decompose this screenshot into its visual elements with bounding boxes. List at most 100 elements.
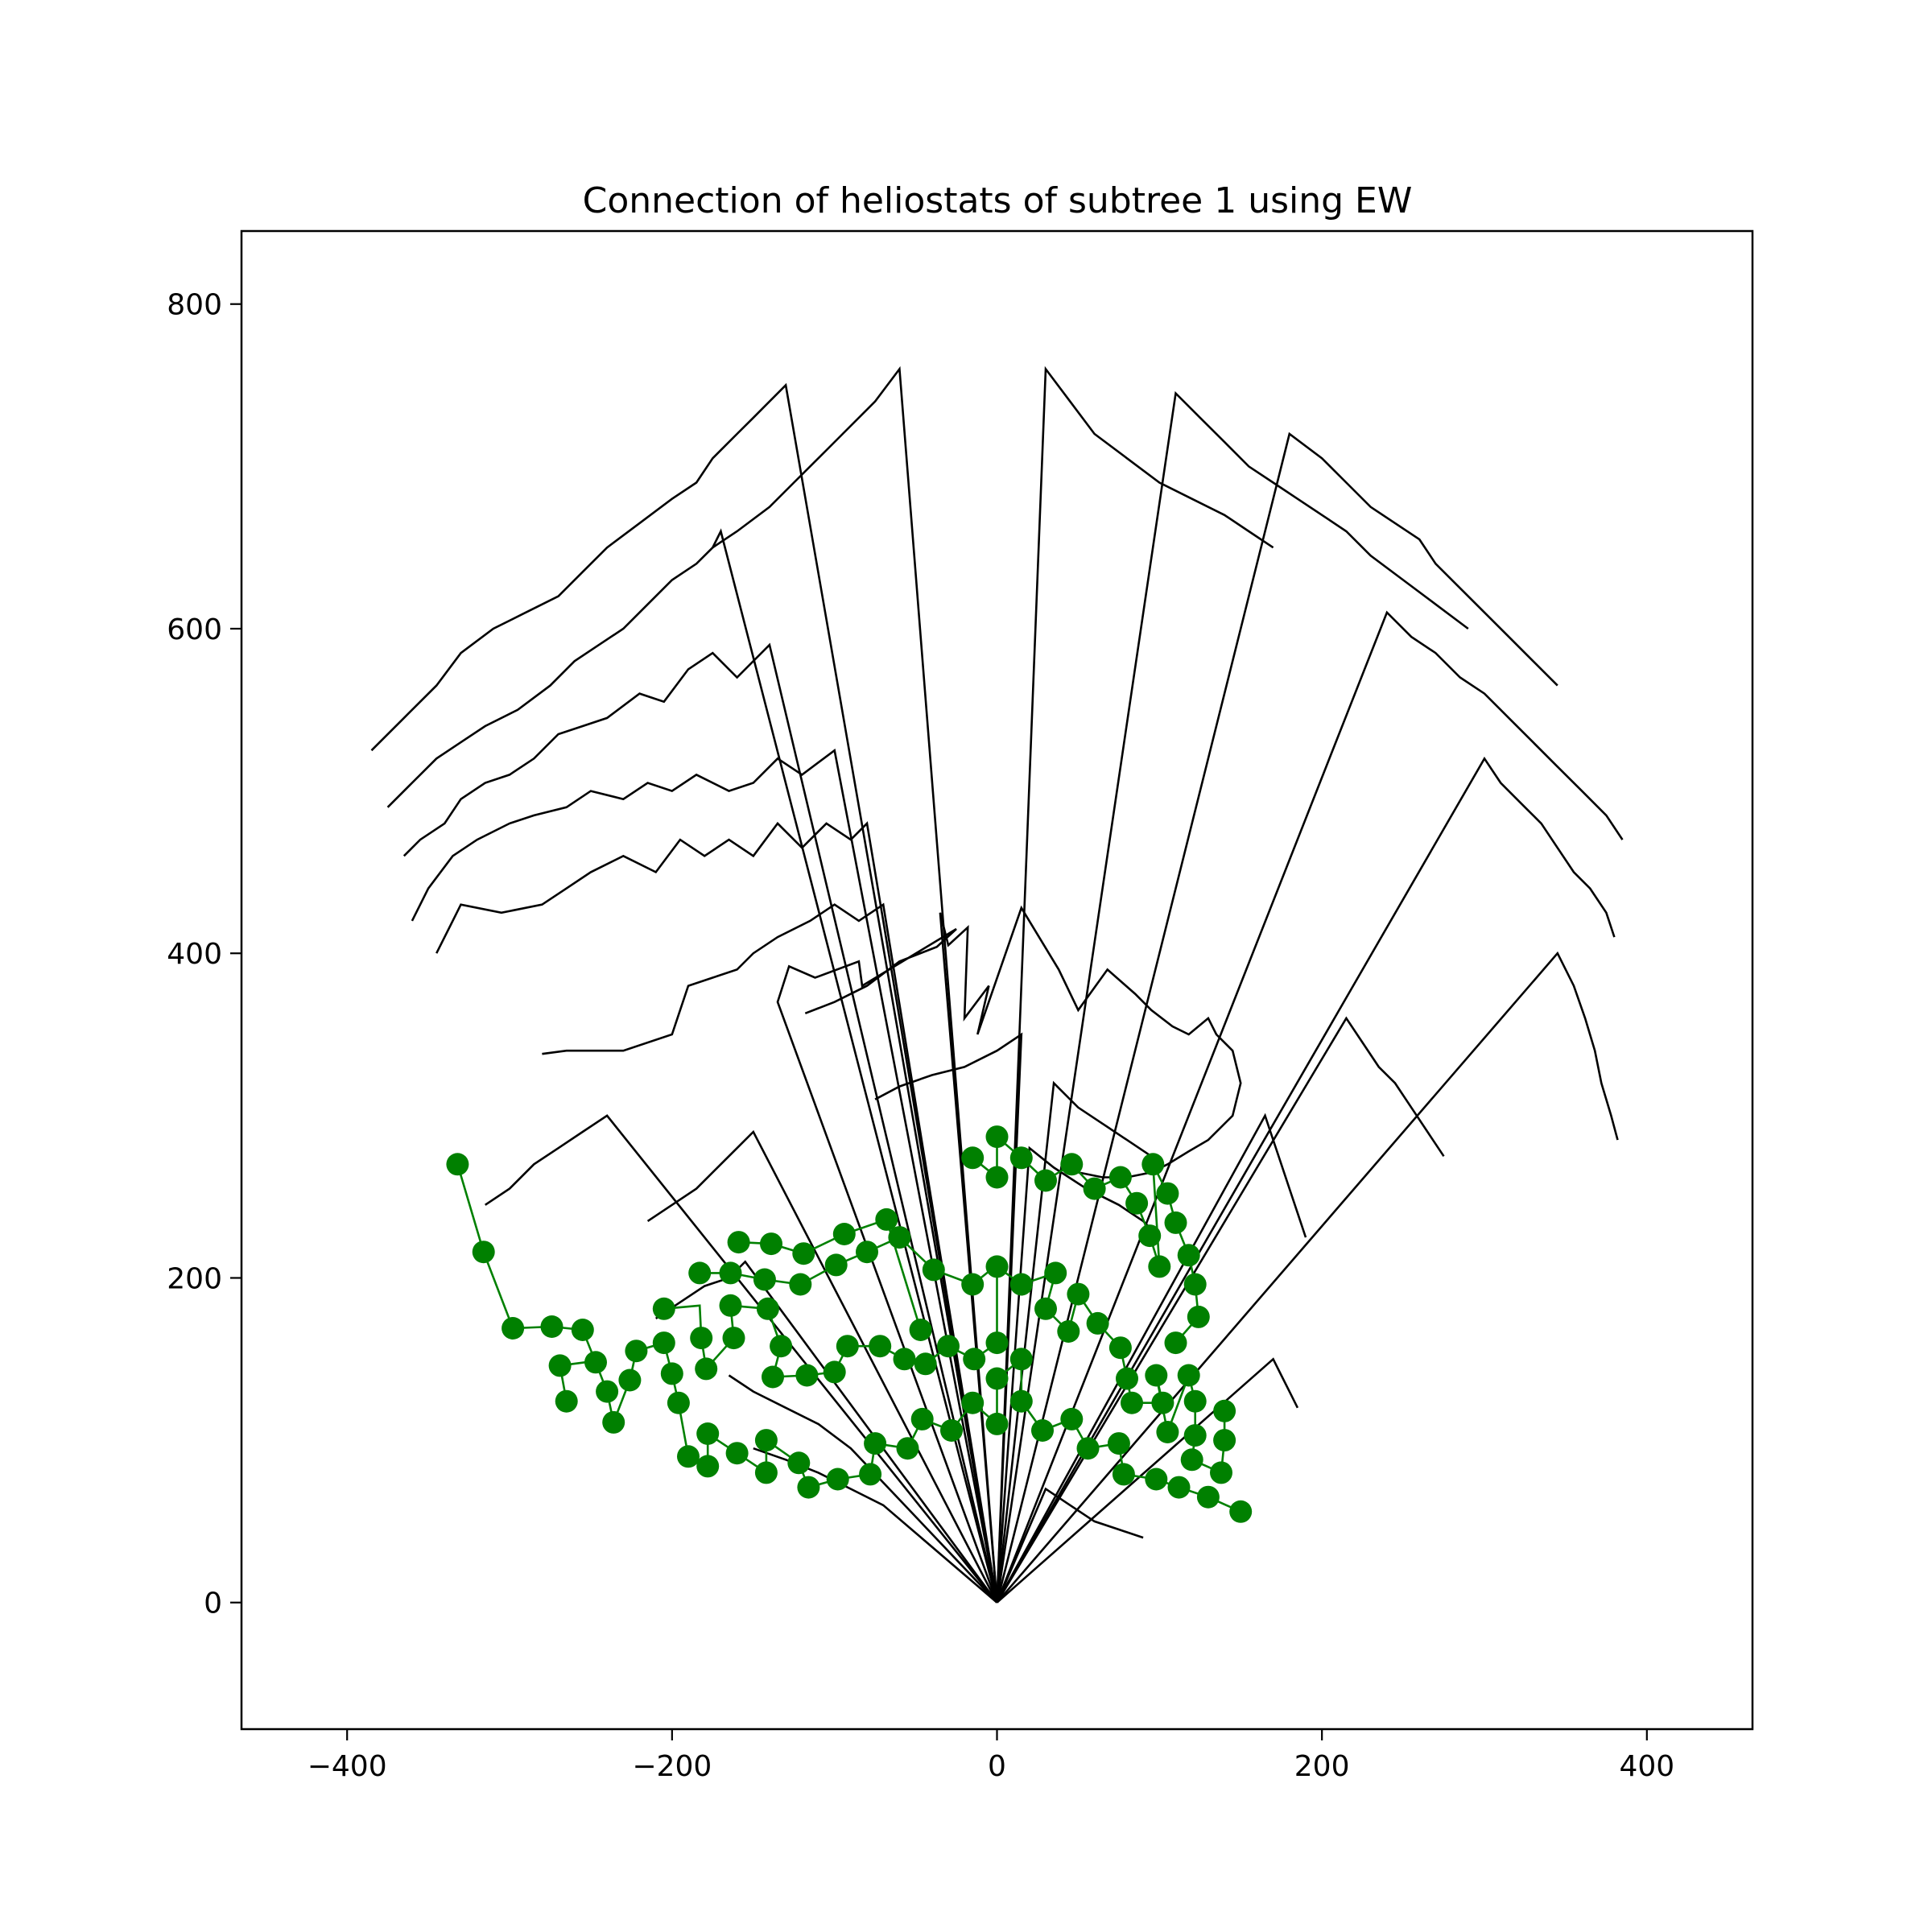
x-tick-label-1: −200 [632,1750,712,1783]
subtree-point-84 [1108,1166,1132,1189]
subtree-point-31 [760,1232,782,1256]
subtree-point-48 [875,1208,898,1231]
subtree-point-95 [1151,1391,1174,1414]
subtree-point-96 [1156,1182,1179,1205]
subtree-point-6 [555,1389,578,1413]
subtree-point-49 [888,1226,911,1249]
subtree-point-58 [961,1146,985,1170]
subtree-point-88 [1121,1391,1143,1414]
network-path-10 [996,365,1274,1603]
subtree-point-12 [652,1297,675,1320]
subtree-point-41 [826,1468,849,1491]
subtree-point-76 [1057,1320,1080,1343]
network-path-7 [386,528,998,1604]
subtree-point-0 [446,1153,469,1176]
subtree-point-104 [1183,1389,1207,1413]
subtree-point-36 [792,1242,815,1265]
network-path-14 [996,756,1616,1604]
subtree-point-25 [727,1231,750,1254]
subtree-point-14 [660,1362,683,1385]
subtree-point-27 [754,1461,778,1484]
subtree-point-112 [1229,1500,1253,1523]
subtree-point-111 [1213,1399,1236,1422]
x-tick-label-3: 200 [1294,1750,1350,1783]
subtree-point-50 [896,1437,919,1460]
subtree-point-3 [540,1315,564,1338]
subtree-point-39 [823,1360,846,1384]
subtree-point-91 [1141,1153,1165,1176]
subtree-point-97 [1156,1421,1179,1443]
y-tick-label-2: 400 [167,938,222,971]
subtree-point-83 [1107,1432,1130,1455]
subtree-point-16 [677,1445,700,1468]
subtree-point-37 [789,1273,812,1296]
network-lines [370,365,1624,1604]
subtree-point-10 [618,1368,642,1392]
subtree-point-78 [1060,1153,1084,1176]
subtree-point-54 [914,1352,937,1376]
subtree-point-20 [690,1327,713,1350]
subtree-point-23 [722,1327,745,1350]
subtree-point-13 [652,1331,675,1355]
subtree-point-38 [795,1364,819,1387]
y-tick-label-1: 200 [167,1262,222,1295]
subtree-point-30 [756,1297,779,1320]
subtree-point-56 [937,1335,960,1358]
network-path-4 [436,821,998,1603]
network-path-19 [996,1113,1307,1604]
subtree-point-8 [596,1380,619,1403]
subtree-point-43 [836,1335,859,1358]
subtree-point-74 [1034,1297,1057,1320]
subtree-point-72 [1031,1419,1054,1442]
network-path-3 [542,902,998,1603]
subtree-path-3 [700,1236,998,1286]
network-path-5 [411,748,998,1603]
network-path-6 [402,642,998,1604]
network-path-0 [776,927,998,1604]
subtree-point-4 [571,1319,594,1341]
subtree-point-9 [602,1410,625,1434]
subtree-point-15 [667,1391,690,1414]
network-path-8 [370,382,998,1603]
subtree-point-42 [832,1223,856,1245]
network-path-1 [939,905,1242,1603]
network-path-12 [996,431,1558,1604]
subtree-point-51 [893,1348,916,1371]
subtree-point-89 [1125,1191,1149,1215]
subtree-point-52 [909,1319,932,1341]
subtree-point-45 [859,1463,882,1486]
subtree-point-21 [695,1357,718,1381]
subtree-point-7 [584,1351,607,1374]
subtree-point-107 [1187,1305,1210,1328]
subtree-point-29 [753,1268,776,1291]
subtree-point-106 [1180,1448,1203,1472]
network-path-25 [996,1487,1144,1604]
subtree-point-93 [1145,1364,1168,1387]
subtree-point-60 [961,1391,985,1414]
subtree-point-34 [787,1451,811,1475]
subtree-point-103 [1183,1273,1207,1296]
subtree-point-19 [688,1261,712,1285]
subtree-point-108 [1196,1485,1220,1509]
network-path-15 [996,951,1619,1604]
subtree-point-47 [869,1335,892,1358]
subtree-point-110 [1213,1429,1236,1452]
subtree-point-32 [770,1335,793,1358]
subtree-point-102 [1177,1364,1200,1387]
subtree-point-64 [985,1255,1009,1278]
subtree-point-81 [1083,1177,1106,1200]
y-tick-label-4: 800 [167,289,222,322]
network-path-9 [712,365,998,1603]
subtree-point-53 [910,1407,934,1430]
subtree-point-80 [1076,1437,1100,1460]
subtree-point-100 [1167,1476,1191,1499]
subtree-point-98 [1164,1211,1187,1234]
subtree-point-69 [1009,1273,1033,1296]
subtree-point-44 [856,1241,878,1264]
network-path-22 [654,1260,998,1604]
subtree-point-11 [625,1340,648,1363]
subtree-point-92 [1145,1468,1168,1491]
plot-frame [240,229,1754,1731]
subtree-point-77 [1060,1407,1084,1430]
subtree-point-70 [1009,1348,1033,1371]
